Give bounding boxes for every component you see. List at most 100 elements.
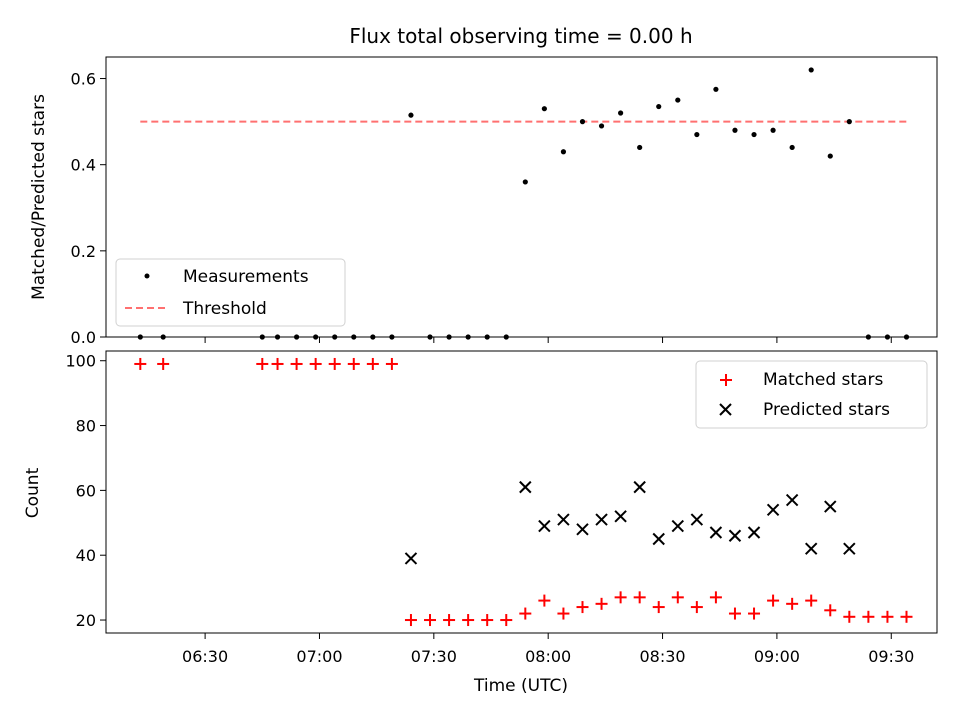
measurement-point [656, 103, 662, 110]
predicted-stroke-b [614, 510, 627, 523]
measurement-point [637, 144, 643, 151]
y-tick-label-ratio: 0.4 [71, 156, 96, 175]
plot-frame-ratio [105, 56, 938, 338]
matched-star-point [576, 601, 589, 614]
predicted-stroke-b [766, 503, 780, 517]
matched-star-point [805, 594, 818, 607]
matched-star-point [271, 357, 284, 370]
legend-marker-predicted [719, 403, 732, 416]
y-tick-label-count: 80 [76, 417, 96, 436]
predicted-stroke-b [824, 500, 837, 513]
matched-star-point [595, 597, 608, 610]
legend-label-measurements: Measurements [183, 267, 309, 287]
x-tick-label: 08:30 [639, 647, 685, 666]
matched-star-point [256, 357, 269, 370]
x-tick-label: 07:30 [411, 647, 457, 666]
measurement-point [694, 131, 700, 138]
predicted-star-point [519, 480, 532, 494]
measurement-point [408, 112, 414, 118]
measurement-point [579, 119, 586, 125]
predicted-stroke-b [671, 519, 684, 533]
predicted-stroke-b [652, 532, 665, 546]
legend-ratio: Measurements Threshold [115, 258, 346, 327]
predicted-stroke-b [633, 480, 646, 494]
measurement-point [770, 127, 776, 133]
matched-star-point [157, 357, 170, 370]
predicted-star-point [404, 552, 418, 565]
predicted-star-point [671, 519, 684, 533]
matched-star-point [500, 614, 513, 627]
matched-star-point [385, 357, 398, 370]
x-tick-label: 08:00 [525, 647, 571, 666]
predicted-stroke-b [538, 519, 551, 533]
matched-star-point [748, 607, 761, 620]
measurement-point [808, 67, 814, 73]
matched-star-point [424, 614, 437, 627]
predicted-star-point [557, 513, 570, 526]
predicted-stroke-b [557, 513, 570, 526]
matched-star-point [519, 607, 532, 620]
matched-star-point [690, 601, 703, 614]
predicted-stroke-b [519, 480, 532, 494]
matched-star-point [900, 610, 913, 623]
chart-title: Flux total observing time = 0.00 h [349, 24, 692, 48]
y-axis-label-ratio: Matched/Predicted stars [29, 94, 49, 300]
legend-marker-matched [720, 374, 732, 386]
y-tick-label-count: 20 [76, 611, 96, 630]
plot-frame-count [105, 350, 938, 634]
predicted-stroke-b [576, 523, 589, 536]
y-tick-label-ratio: 0.0 [71, 328, 96, 347]
matched-star-point [134, 357, 147, 370]
x-ticks-count: 06:30 07:00 07:30 08:00 08:30 09:00 09:30 [182, 633, 914, 666]
matched-star-point [404, 614, 417, 627]
matched-star-point [347, 357, 360, 370]
flux-ratio-panel: Flux total observing time = 0.00 h Match… [29, 24, 938, 347]
matched-star-point [671, 591, 684, 604]
predicted-star-point [690, 513, 704, 526]
matched-star-point [881, 610, 894, 623]
predicted-star-point [652, 532, 665, 546]
matched-star-point [366, 357, 379, 370]
y-ticks-ratio: 0.0 0.2 0.4 0.6 [71, 70, 106, 347]
matched-star-point [843, 610, 856, 623]
predicted-stroke-b [404, 552, 418, 565]
predicted-stroke-b [690, 513, 704, 526]
legend-box-count [695, 360, 928, 429]
predicted-star-point [728, 529, 742, 542]
y-tick-label-count: 40 [76, 546, 96, 565]
legend-label-matched: Matched stars [763, 370, 883, 390]
measurement-point [732, 127, 738, 133]
measurement-point [618, 110, 624, 116]
x-tick-label: 09:30 [868, 647, 914, 666]
legend-marker-measurements [144, 273, 150, 279]
matched-star-point [862, 610, 875, 623]
predicted-star-point [804, 542, 818, 555]
predicted-stroke-b [843, 542, 856, 555]
predicted-stroke-b [709, 526, 723, 539]
predicted-stroke-b [728, 529, 742, 542]
matched-star-point [462, 614, 475, 627]
count-marks [134, 357, 913, 627]
measurement-point [713, 86, 719, 92]
matched-star-point [309, 357, 322, 370]
measurement-point [789, 144, 795, 151]
predicted-star-point [538, 519, 551, 533]
ratio-marks [137, 67, 910, 340]
predicted-stroke-b [804, 542, 818, 555]
legend-label-predicted: Predicted stars [763, 400, 890, 420]
matched-star-point [290, 357, 303, 370]
matched-star-point [328, 357, 341, 370]
predicted-star-point [766, 503, 780, 517]
y-tick-label-count: 100 [65, 352, 96, 371]
matched-star-point [652, 601, 665, 614]
measurement-point [560, 149, 567, 155]
matched-star-point [538, 594, 551, 607]
predicted-star-point [633, 480, 646, 494]
matched-star-point [481, 614, 494, 627]
legend-count: Matched stars Predicted stars [695, 360, 928, 429]
predicted-star-point [843, 542, 856, 555]
predicted-star-point [824, 500, 837, 513]
x-axis-label: Time (UTC) [473, 676, 568, 696]
x-tick-label: 09:00 [754, 647, 800, 666]
